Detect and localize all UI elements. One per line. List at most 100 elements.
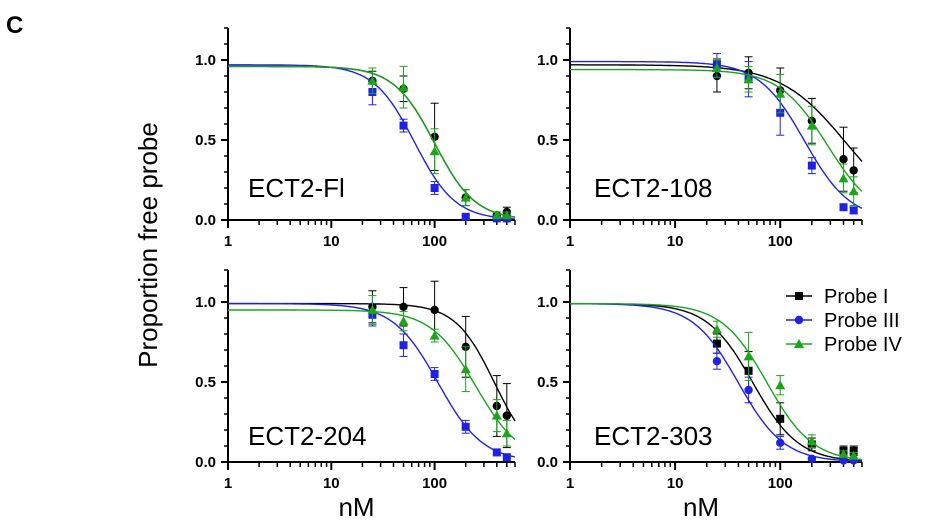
- data-point: [711, 324, 722, 334]
- data-point: [743, 351, 754, 361]
- data-point: [501, 210, 512, 220]
- x-axis-title: nM: [683, 492, 719, 521]
- legend-label: Probe I: [824, 286, 888, 308]
- panel-3: 0.0 0.5 1.0 1 10 100 nM ECT2-204: [195, 269, 516, 521]
- data-point: [807, 161, 816, 170]
- data-point: [491, 410, 502, 420]
- data-point: [429, 330, 440, 340]
- x-tick-label: 100: [422, 475, 447, 492]
- y-tick-label: 0.0: [195, 212, 216, 229]
- x-tick-label: 100: [768, 475, 793, 492]
- data-point: [711, 63, 722, 72]
- data-point: [848, 450, 859, 460]
- data-point: [807, 454, 817, 463]
- data-point: [712, 339, 721, 348]
- panel-4: 0.0 0.5 1.0 1 10 100 nM ECT2-303: [537, 269, 863, 521]
- data-point: [430, 370, 439, 378]
- panels-group: 0.0 0.5 1.0 1 10 100 ECT2-Fl 0.0 0.5 1.0 1 10 100 ECT…: [195, 27, 863, 521]
- series-3: [228, 65, 516, 220]
- data-point: [775, 88, 786, 98]
- data-point: [460, 192, 471, 202]
- data-point: [838, 173, 849, 183]
- data-point: [806, 120, 817, 130]
- y-tick-label: 1.0: [195, 52, 216, 69]
- data-point: [461, 212, 470, 221]
- legend-marker: [794, 315, 804, 325]
- panel-title: ECT2-204: [248, 421, 367, 451]
- series-3: [570, 57, 863, 207]
- data-point: [492, 448, 501, 457]
- legend-marker: [795, 292, 803, 300]
- panel-2: 0.0 0.5 1.0 1 10 100 ECT2-108: [537, 27, 863, 250]
- data-point: [399, 341, 408, 350]
- data-point: [502, 453, 511, 462]
- x-tick-label: 100: [422, 233, 447, 250]
- y-tick-label: 0.5: [537, 132, 558, 149]
- data-point: [367, 75, 378, 85]
- data-point: [775, 380, 786, 390]
- y-tick-label: 0.5: [537, 374, 558, 391]
- series-3: [570, 302, 863, 461]
- data-point: [398, 82, 409, 92]
- y-tick-label: 0.0: [537, 212, 558, 229]
- data-point: [838, 449, 849, 458]
- y-tick-label: 0.5: [195, 132, 216, 149]
- panel-title: ECT2-108: [594, 173, 713, 203]
- x-tick-label: 10: [323, 475, 340, 492]
- data-point: [743, 74, 754, 84]
- data-point: [839, 155, 848, 164]
- data-point: [429, 146, 440, 156]
- panel-1: 0.0 0.5 1.0 1 10 100 ECT2-Fl: [195, 27, 516, 250]
- legend-label: Probe III: [824, 310, 900, 332]
- y-tick-label: 1.0: [195, 294, 216, 311]
- data-point: [398, 316, 409, 326]
- x-tick-label: 1: [224, 475, 232, 492]
- data-point: [839, 203, 848, 212]
- fit-curve: [228, 65, 516, 218]
- y-axis-title: Proportion free probe: [133, 122, 163, 368]
- y-tick-label: 1.0: [537, 294, 558, 311]
- data-point: [849, 166, 858, 175]
- data-point: [744, 385, 753, 395]
- data-point: [712, 357, 722, 366]
- data-point: [502, 411, 512, 420]
- panel-letter: C: [6, 12, 23, 39]
- data-point: [849, 206, 858, 215]
- x-tick-label: 1: [566, 475, 574, 492]
- data-point: [399, 121, 408, 130]
- data-point: [491, 210, 502, 220]
- data-point: [776, 438, 785, 447]
- y-tick-label: 0.5: [195, 374, 216, 391]
- fit-curve: [228, 302, 516, 422]
- x-tick-label: 10: [323, 233, 340, 250]
- data-point: [430, 305, 439, 315]
- panel-title: ECT2-303: [594, 421, 713, 451]
- data-point: [848, 186, 859, 196]
- data-point: [430, 184, 439, 192]
- data-point: [776, 414, 785, 423]
- data-point: [399, 302, 408, 311]
- y-tick-label: 0.0: [537, 454, 558, 471]
- x-axis-title: nM: [338, 492, 374, 521]
- data-point: [367, 305, 378, 314]
- legend-item: Probe I: [786, 286, 888, 308]
- legend-marker: [794, 339, 804, 348]
- data-point: [460, 364, 471, 374]
- legend-item: Probe III: [786, 310, 900, 332]
- series-2: [228, 302, 516, 462]
- x-tick-label: 10: [667, 233, 684, 250]
- panel-title: ECT2-Fl: [248, 173, 345, 203]
- x-tick-label: 1: [224, 233, 232, 250]
- data-point: [461, 422, 470, 431]
- y-tick-label: 1.0: [537, 52, 558, 69]
- series-3: [228, 295, 516, 447]
- data-point: [839, 456, 848, 465]
- x-tick-label: 10: [667, 475, 684, 492]
- legend-item: Probe IV: [786, 334, 902, 356]
- x-tick-label: 100: [768, 233, 793, 250]
- x-tick-label: 1: [566, 233, 574, 250]
- y-tick-label: 0.0: [195, 454, 216, 471]
- data-point: [501, 428, 512, 438]
- legend-label: Probe IV: [824, 334, 902, 356]
